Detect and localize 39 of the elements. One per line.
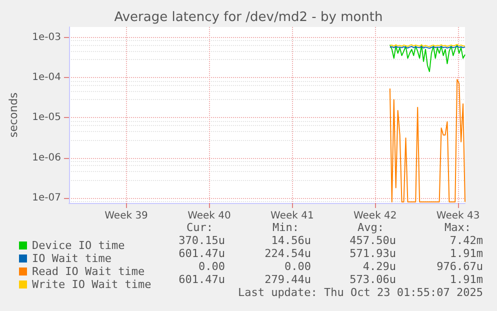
- text: 573.06u: [350, 273, 396, 286]
- text: 1.91m: [450, 273, 484, 286]
- text: 457.50u: [350, 234, 396, 247]
- text: 279.44u: [264, 273, 311, 286]
- x-tick-label: Week 39: [104, 210, 148, 222]
- text: 976.67u: [436, 260, 483, 273]
- chart-title: Average latency for /dev/md2 - by month: [114, 10, 383, 25]
- legend-label: IO Wait time: [32, 252, 112, 265]
- text: 7.42m: [450, 234, 484, 247]
- y-tick-label: 1e-06: [32, 152, 61, 164]
- line-series: [389, 44, 466, 72]
- text: Avg:: [358, 221, 384, 234]
- text: 601.47u: [178, 273, 225, 286]
- x-tick-label: Week 41: [270, 210, 314, 222]
- text: 4.29u: [362, 260, 396, 273]
- x-tick-label: Week 40: [188, 210, 231, 222]
- line-series: [389, 78, 466, 202]
- text: Max:: [444, 221, 471, 234]
- y-axis-title: seconds: [7, 92, 20, 138]
- text: 0.00: [284, 260, 311, 273]
- text: Last update: Thu Oct 23 01:55:07 2025: [238, 286, 483, 299]
- text: 370.15u: [178, 234, 225, 247]
- text: 224.54u: [264, 247, 311, 260]
- text: 601.47u: [178, 247, 225, 260]
- y-tick-label: 1e-03: [32, 32, 61, 43]
- x-tick-label: Week 42: [353, 210, 397, 222]
- x-tick-label: Week 43: [436, 210, 480, 222]
- text: Min:: [272, 221, 299, 234]
- text: Cur:: [186, 221, 213, 234]
- text: 14.56u: [271, 234, 311, 247]
- legend-label: Read IO Wait time: [32, 265, 145, 278]
- text: 1.91m: [450, 247, 484, 260]
- y-tick-label: 1e-04: [32, 72, 61, 83]
- legend-label: Device IO time: [32, 239, 125, 252]
- y-tick-label: 1e-07: [32, 192, 61, 204]
- text: 571.93u: [350, 247, 396, 260]
- text: 0.00: [198, 260, 225, 273]
- y-tick-label: 1e-05: [32, 112, 61, 124]
- legend-label: Write IO Wait time: [32, 278, 152, 291]
